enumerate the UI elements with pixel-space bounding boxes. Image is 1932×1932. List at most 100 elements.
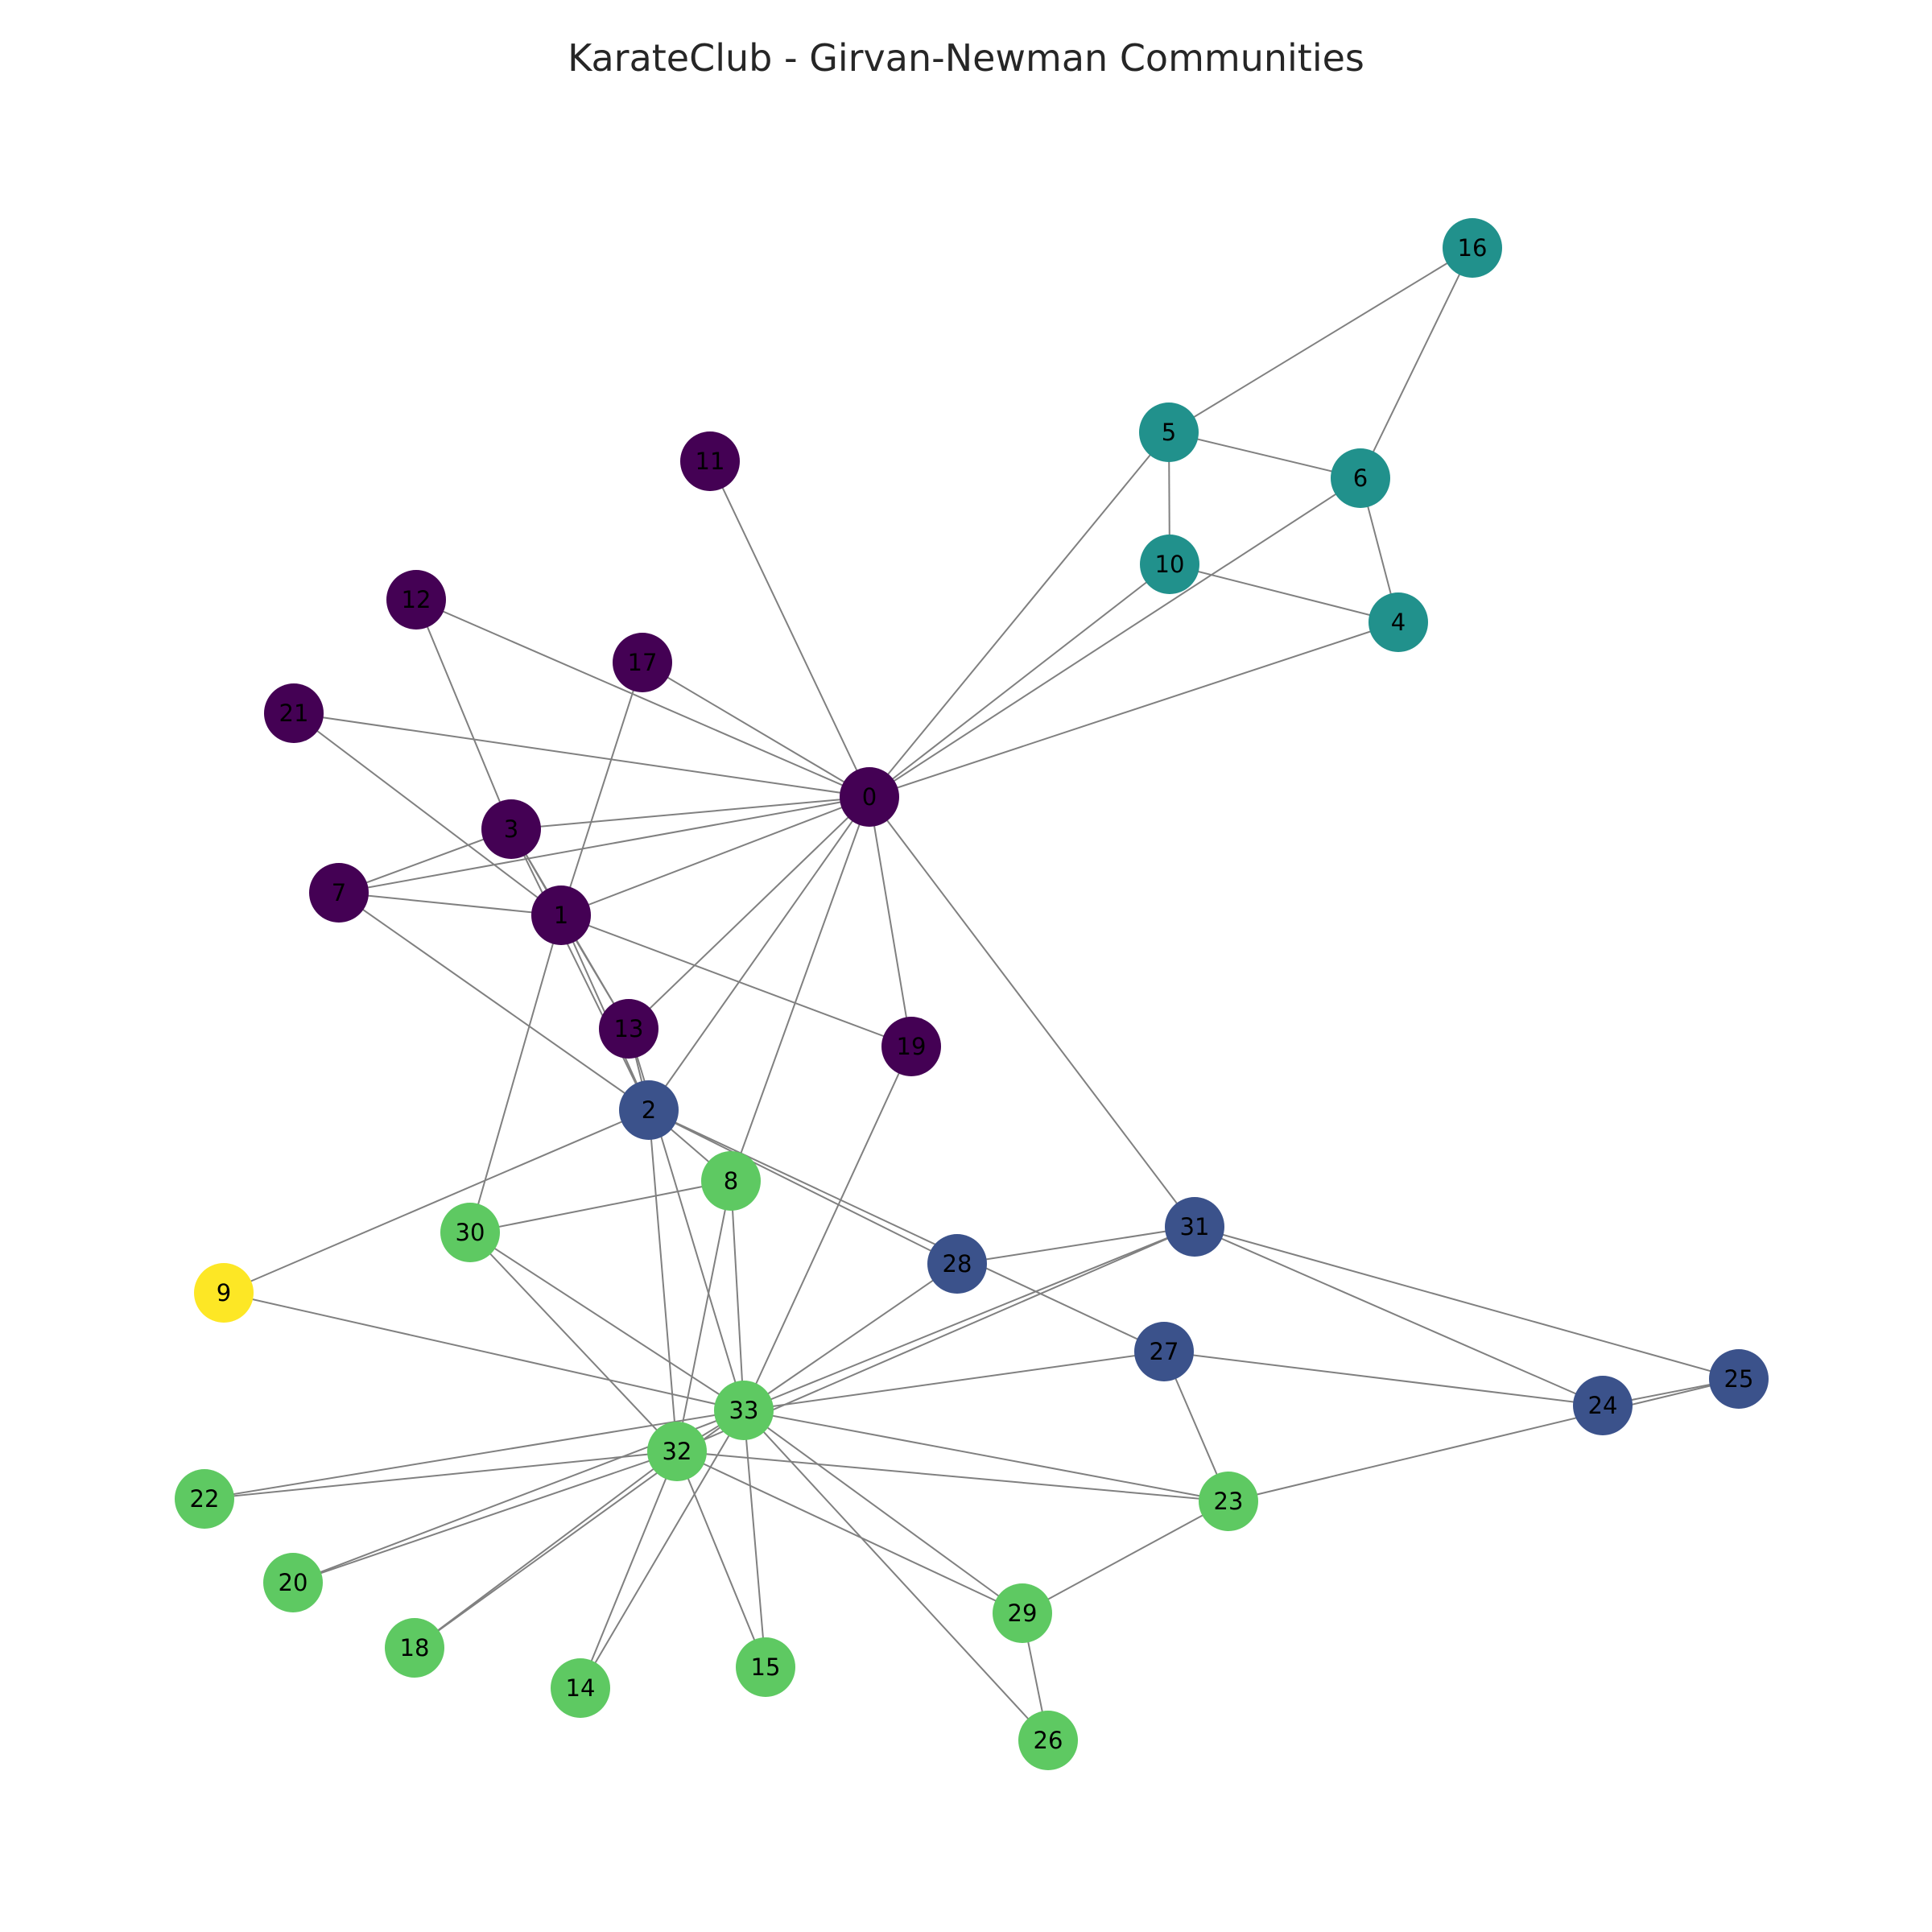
edge-8-32 — [676, 1180, 732, 1452]
node-15: 15 — [736, 1637, 795, 1697]
node-label: 16 — [1458, 234, 1488, 262]
node-circle — [680, 431, 740, 491]
edge-23-33 — [743, 1410, 1229, 1502]
node-circle — [1443, 218, 1502, 278]
node-circle — [175, 1469, 234, 1529]
node-0: 0 — [840, 767, 899, 827]
edge-0-6 — [869, 477, 1361, 798]
node-33: 33 — [714, 1381, 774, 1440]
node-29: 29 — [993, 1583, 1052, 1643]
node-label: 7 — [332, 879, 346, 906]
edge-14-32 — [580, 1451, 678, 1689]
node-31: 31 — [1165, 1197, 1224, 1257]
edge-0-17 — [642, 662, 870, 798]
node-label: 27 — [1150, 1338, 1179, 1365]
edge-1-7 — [338, 892, 562, 916]
node-label: 28 — [943, 1250, 972, 1278]
node-10: 10 — [1140, 535, 1199, 594]
node-circle — [993, 1583, 1052, 1643]
node-circle — [551, 1658, 610, 1718]
edge-18-32 — [414, 1451, 678, 1649]
node-13: 13 — [599, 999, 658, 1059]
node-circle — [701, 1151, 761, 1211]
node-label: 25 — [1724, 1365, 1754, 1393]
edge-2-7 — [338, 892, 650, 1111]
node-12: 12 — [386, 570, 446, 630]
node-circle — [619, 1080, 679, 1140]
node-label: 30 — [456, 1219, 485, 1246]
edge-0-21 — [293, 712, 870, 798]
edge-5-16 — [1168, 247, 1473, 433]
node-circle — [263, 1553, 323, 1612]
node-18: 18 — [385, 1618, 444, 1678]
node-label: 19 — [897, 1033, 927, 1060]
edge-15-32 — [676, 1451, 766, 1668]
node-22: 22 — [175, 1469, 234, 1529]
node-label: 18 — [400, 1634, 430, 1662]
node-circle — [531, 886, 591, 945]
edge-3-12 — [415, 599, 512, 830]
edge-2-27 — [648, 1109, 1165, 1352]
node-label: 31 — [1180, 1213, 1210, 1241]
node-11: 11 — [680, 431, 740, 491]
node-8: 8 — [701, 1151, 761, 1211]
node-label: 6 — [1353, 464, 1368, 492]
node-circle — [1709, 1349, 1769, 1409]
edge-20-32 — [292, 1451, 678, 1583]
edge-29-32 — [676, 1451, 1023, 1614]
edge-0-12 — [415, 599, 870, 798]
node-layer: 0137111213171921456101622425272831814151… — [175, 218, 1769, 1770]
node-14: 14 — [551, 1658, 610, 1718]
node-circle — [1199, 1472, 1258, 1531]
edge-30-32 — [469, 1232, 678, 1452]
node-circle — [309, 863, 369, 923]
node-label: 26 — [1034, 1727, 1063, 1754]
node-label: 0 — [862, 783, 877, 811]
node-30: 30 — [440, 1203, 500, 1262]
edge-14-33 — [580, 1410, 745, 1689]
node-circle — [386, 570, 446, 630]
edge-0-10 — [869, 564, 1170, 798]
node-17: 17 — [613, 633, 672, 692]
edge-28-31 — [956, 1226, 1195, 1265]
edge-22-32 — [204, 1451, 678, 1500]
edge-8-30 — [469, 1180, 732, 1233]
edge-30-33 — [469, 1232, 745, 1411]
node-label: 15 — [751, 1653, 781, 1681]
node-circle — [385, 1618, 444, 1678]
node-circle — [194, 1263, 254, 1323]
node-label: 23 — [1214, 1488, 1244, 1515]
edge-0-4 — [869, 621, 1399, 798]
node-23: 23 — [1199, 1472, 1258, 1531]
node-circle — [1140, 535, 1199, 594]
node-circle — [1139, 402, 1199, 462]
node-label: 4 — [1391, 609, 1406, 636]
node-circle — [736, 1637, 795, 1697]
edge-23-29 — [1022, 1501, 1229, 1614]
node-label: 11 — [696, 448, 725, 475]
edge-22-33 — [204, 1410, 745, 1500]
chart-title: KarateClub - Girvan-Newman Communities — [568, 36, 1364, 80]
node-circle — [1573, 1376, 1633, 1435]
node-label: 17 — [628, 649, 658, 676]
edge-23-25 — [1228, 1378, 1740, 1502]
node-6: 6 — [1331, 448, 1390, 508]
edge-layer — [204, 247, 1740, 1741]
edge-31-33 — [743, 1226, 1195, 1411]
node-label: 1 — [554, 902, 568, 929]
node-label: 22 — [190, 1485, 220, 1513]
edge-0-3 — [510, 796, 870, 830]
node-circle — [927, 1234, 987, 1294]
node-19: 19 — [881, 1017, 941, 1076]
node-label: 2 — [642, 1096, 656, 1124]
node-circle — [840, 767, 899, 827]
edge-5-6 — [1168, 431, 1361, 479]
node-3: 3 — [481, 799, 541, 859]
node-circle — [613, 633, 672, 692]
node-circle — [264, 683, 324, 743]
edge-0-2 — [648, 796, 870, 1111]
edge-2-3 — [510, 828, 650, 1111]
node-label: 5 — [1162, 419, 1176, 446]
node-26: 26 — [1018, 1711, 1078, 1770]
node-circle — [1331, 448, 1390, 508]
